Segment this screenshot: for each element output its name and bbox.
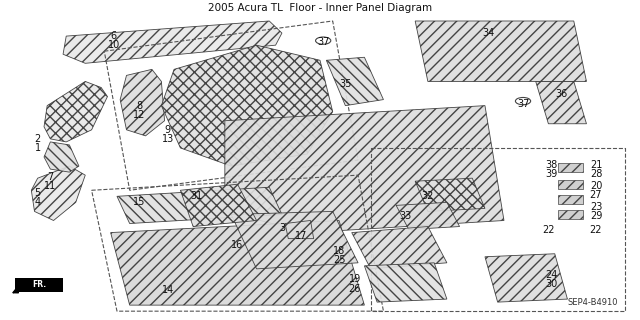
Text: 15: 15: [133, 197, 145, 207]
Text: 23: 23: [590, 202, 602, 212]
Text: 27: 27: [589, 190, 602, 200]
Text: 33: 33: [399, 211, 412, 221]
Bar: [558, 163, 583, 172]
Title: 2005 Acura TL  Floor - Inner Panel Diagram: 2005 Acura TL Floor - Inner Panel Diagra…: [208, 3, 432, 13]
Text: 21: 21: [590, 160, 602, 170]
Text: 17: 17: [295, 231, 307, 241]
Text: 26: 26: [349, 284, 361, 293]
Text: 7: 7: [47, 172, 54, 182]
Bar: [15, 278, 63, 292]
Text: 14: 14: [162, 285, 174, 295]
Text: FR.: FR.: [32, 280, 46, 289]
Polygon shape: [63, 21, 282, 63]
Text: 2: 2: [35, 134, 41, 144]
Text: 4: 4: [35, 197, 41, 207]
Polygon shape: [161, 45, 333, 166]
Text: 3: 3: [279, 223, 285, 233]
Text: 22: 22: [542, 225, 555, 235]
Polygon shape: [364, 263, 447, 302]
Text: 37: 37: [517, 99, 529, 109]
Text: 39: 39: [545, 169, 557, 179]
Text: 28: 28: [590, 169, 602, 179]
Polygon shape: [285, 220, 314, 239]
Text: 12: 12: [133, 110, 145, 120]
Polygon shape: [44, 142, 79, 172]
Polygon shape: [326, 57, 383, 106]
Polygon shape: [396, 202, 460, 229]
Text: SEP4-B4910: SEP4-B4910: [568, 298, 618, 307]
Text: 13: 13: [162, 134, 174, 144]
Text: 18: 18: [333, 246, 345, 256]
Polygon shape: [231, 212, 358, 269]
Text: 6: 6: [111, 31, 117, 41]
Text: 16: 16: [232, 240, 244, 250]
Text: 37: 37: [317, 37, 330, 47]
Polygon shape: [31, 166, 85, 220]
Text: 5: 5: [35, 188, 41, 198]
Text: 9: 9: [164, 125, 171, 135]
Text: 8: 8: [136, 100, 142, 111]
Text: 32: 32: [422, 191, 434, 201]
Text: 1: 1: [35, 143, 41, 153]
Text: 34: 34: [482, 28, 494, 38]
Text: 24: 24: [545, 270, 557, 280]
Text: 22: 22: [589, 225, 602, 235]
Bar: [558, 195, 583, 204]
Bar: [558, 210, 583, 219]
Text: 35: 35: [339, 79, 351, 90]
Polygon shape: [120, 69, 164, 136]
Polygon shape: [111, 220, 364, 305]
Polygon shape: [485, 254, 568, 302]
Polygon shape: [415, 178, 485, 212]
Polygon shape: [415, 21, 586, 82]
Polygon shape: [536, 82, 586, 124]
Polygon shape: [225, 106, 504, 233]
Text: 19: 19: [349, 275, 361, 284]
Text: 20: 20: [590, 181, 602, 191]
Text: 11: 11: [44, 181, 56, 191]
Text: 36: 36: [555, 89, 567, 99]
Text: 30: 30: [545, 279, 557, 289]
Polygon shape: [352, 227, 447, 269]
Bar: [558, 180, 583, 189]
Text: 29: 29: [590, 211, 602, 221]
Polygon shape: [117, 187, 282, 223]
Text: 10: 10: [108, 40, 120, 50]
Text: 31: 31: [190, 191, 202, 201]
Text: 25: 25: [333, 255, 346, 265]
Polygon shape: [180, 184, 257, 227]
Polygon shape: [44, 82, 108, 142]
Text: 38: 38: [545, 160, 557, 170]
